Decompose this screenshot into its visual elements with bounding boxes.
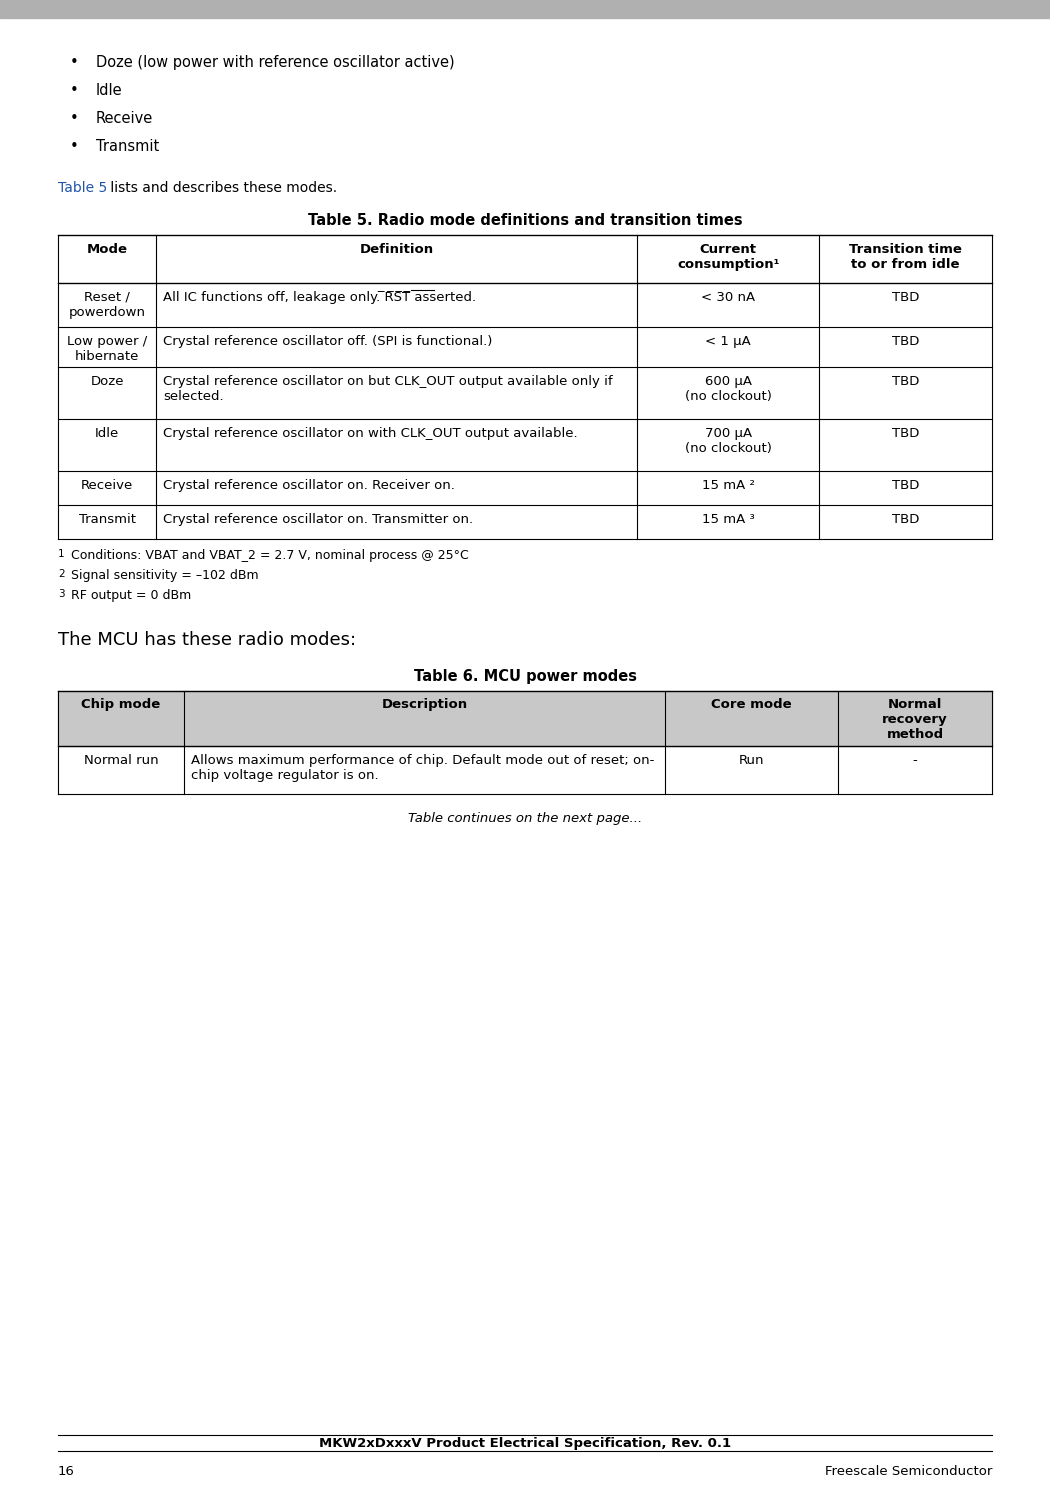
Text: All IC functions off, leakage only. ̅R̅S̅T̅ asserted.: All IC functions off, leakage only. ̅R̅S…	[163, 291, 477, 305]
Text: TBD: TBD	[891, 514, 920, 526]
Text: Crystal reference oscillator on. Transmitter on.: Crystal reference oscillator on. Transmi…	[163, 514, 474, 526]
Bar	[58, 691, 992, 746]
Text: Description: Description	[381, 699, 467, 711]
Text: Reset /
powerdown: Reset / powerdown	[68, 291, 146, 320]
Text: lists and describes these modes.: lists and describes these modes.	[106, 181, 337, 196]
Text: Idle: Idle	[94, 427, 119, 440]
Text: 15 mA ³: 15 mA ³	[701, 514, 755, 526]
Text: 15 mA ²: 15 mA ²	[701, 479, 755, 493]
Text: Table continues on the next page...: Table continues on the next page...	[407, 812, 643, 826]
Text: Mode: Mode	[86, 243, 127, 255]
Text: Crystal reference oscillator on but CLK_OUT output available only if
selected.: Crystal reference oscillator on but CLK_…	[163, 375, 613, 403]
Text: Transmit: Transmit	[79, 514, 135, 526]
Text: TBD: TBD	[891, 334, 920, 348]
Text: Allows maximum performance of chip. Default mode out of reset; on-
chip voltage : Allows maximum performance of chip. Defa…	[191, 754, 654, 782]
Text: Run: Run	[739, 754, 764, 767]
Text: Freescale Semiconductor: Freescale Semiconductor	[824, 1465, 992, 1478]
Text: •: •	[70, 110, 79, 125]
Text: Doze (low power with reference oscillator active): Doze (low power with reference oscillato…	[96, 55, 455, 70]
Text: 700 μA
(no clockout): 700 μA (no clockout)	[685, 427, 772, 455]
Text: •: •	[70, 84, 79, 99]
Text: Receive: Receive	[81, 479, 133, 493]
Text: Crystal reference oscillator on with CLK_OUT output available.: Crystal reference oscillator on with CLK…	[163, 427, 578, 440]
Text: •: •	[70, 139, 79, 154]
Text: 2: 2	[58, 569, 65, 579]
Text: Conditions: VBAT and VBAT_2 = 2.7 V, nominal process @ 25°C: Conditions: VBAT and VBAT_2 = 2.7 V, nom…	[71, 549, 468, 561]
Text: 3: 3	[58, 590, 65, 599]
Text: TBD: TBD	[891, 479, 920, 493]
Text: Definition: Definition	[359, 243, 434, 255]
Text: 600 μA
(no clockout): 600 μA (no clockout)	[685, 375, 772, 403]
Text: Transmit: Transmit	[96, 139, 160, 154]
Text: The MCU has these radio modes:: The MCU has these radio modes:	[58, 632, 356, 649]
Text: 1: 1	[58, 549, 65, 558]
Text: Signal sensitivity = –102 dBm: Signal sensitivity = –102 dBm	[71, 569, 258, 582]
Text: Table 5: Table 5	[58, 181, 107, 196]
Text: Transition time
to or from idle: Transition time to or from idle	[849, 243, 962, 272]
Text: < 1 μA: < 1 μA	[706, 334, 751, 348]
Text: Core mode: Core mode	[711, 699, 792, 711]
Text: Idle: Idle	[96, 84, 123, 99]
Text: Crystal reference oscillator off. (SPI is functional.): Crystal reference oscillator off. (SPI i…	[163, 334, 492, 348]
Text: TBD: TBD	[891, 291, 920, 305]
Text: Normal run: Normal run	[84, 754, 159, 767]
Text: 16: 16	[58, 1465, 75, 1478]
Text: Crystal reference oscillator on. Receiver on.: Crystal reference oscillator on. Receive…	[163, 479, 455, 493]
Text: Doze: Doze	[90, 375, 124, 388]
Text: Normal
recovery
method: Normal recovery method	[882, 699, 948, 741]
Text: MKW2xDxxxV Product Electrical Specification, Rev. 0.1: MKW2xDxxxV Product Electrical Specificat…	[319, 1436, 731, 1450]
Text: TBD: TBD	[891, 427, 920, 440]
Text: Chip mode: Chip mode	[82, 699, 161, 711]
Text: Receive: Receive	[96, 110, 153, 125]
Text: TBD: TBD	[891, 375, 920, 388]
Text: Current
consumption¹: Current consumption¹	[677, 243, 779, 272]
Bar	[0, 0, 1050, 18]
Text: -: -	[912, 754, 918, 767]
Text: Table 5. Radio mode definitions and transition times: Table 5. Radio mode definitions and tran…	[308, 213, 742, 228]
Text: < 30 nA: < 30 nA	[701, 291, 755, 305]
Text: •: •	[70, 55, 79, 70]
Text: RF output = 0 dBm: RF output = 0 dBm	[71, 590, 191, 602]
Text: Table 6. MCU power modes: Table 6. MCU power modes	[414, 669, 636, 684]
Text: Low power /
hibernate: Low power / hibernate	[67, 334, 147, 363]
